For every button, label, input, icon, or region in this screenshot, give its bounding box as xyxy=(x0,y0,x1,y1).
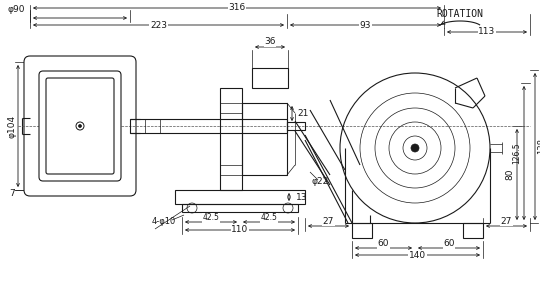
Bar xyxy=(352,223,372,238)
Text: 126.5: 126.5 xyxy=(512,142,521,164)
Text: 140: 140 xyxy=(409,251,426,260)
Bar xyxy=(242,103,287,175)
Text: 4-φ10: 4-φ10 xyxy=(152,217,176,226)
Text: 42.5: 42.5 xyxy=(261,214,278,222)
Bar xyxy=(182,204,298,212)
Text: φ90: φ90 xyxy=(7,6,25,14)
Text: 93: 93 xyxy=(360,21,372,30)
Text: 60: 60 xyxy=(443,239,455,248)
Text: φ22: φ22 xyxy=(312,178,329,187)
Circle shape xyxy=(411,144,419,152)
Text: 36: 36 xyxy=(264,38,276,47)
Circle shape xyxy=(76,122,84,130)
Text: 316: 316 xyxy=(228,4,246,13)
Text: φ104: φ104 xyxy=(8,115,17,137)
Text: 13: 13 xyxy=(296,193,307,202)
Text: 110: 110 xyxy=(231,226,248,234)
Circle shape xyxy=(78,125,82,127)
FancyBboxPatch shape xyxy=(24,56,136,196)
Bar xyxy=(463,223,483,238)
Text: 42.5: 42.5 xyxy=(202,214,219,222)
Bar xyxy=(252,68,288,88)
Bar xyxy=(220,88,242,190)
Bar xyxy=(130,119,287,133)
FancyBboxPatch shape xyxy=(39,71,121,181)
FancyBboxPatch shape xyxy=(46,78,114,174)
Text: 138: 138 xyxy=(537,139,540,154)
Bar xyxy=(175,190,305,204)
Text: 60: 60 xyxy=(378,239,389,248)
Bar xyxy=(287,122,305,130)
Text: ROTATION: ROTATION xyxy=(436,9,483,19)
Text: 113: 113 xyxy=(478,28,496,37)
Text: 27: 27 xyxy=(501,217,512,226)
Text: 223: 223 xyxy=(150,21,167,30)
Text: 7: 7 xyxy=(9,188,15,197)
Text: 27: 27 xyxy=(323,217,334,226)
Text: 80: 80 xyxy=(505,169,514,180)
Text: 21: 21 xyxy=(297,108,308,117)
